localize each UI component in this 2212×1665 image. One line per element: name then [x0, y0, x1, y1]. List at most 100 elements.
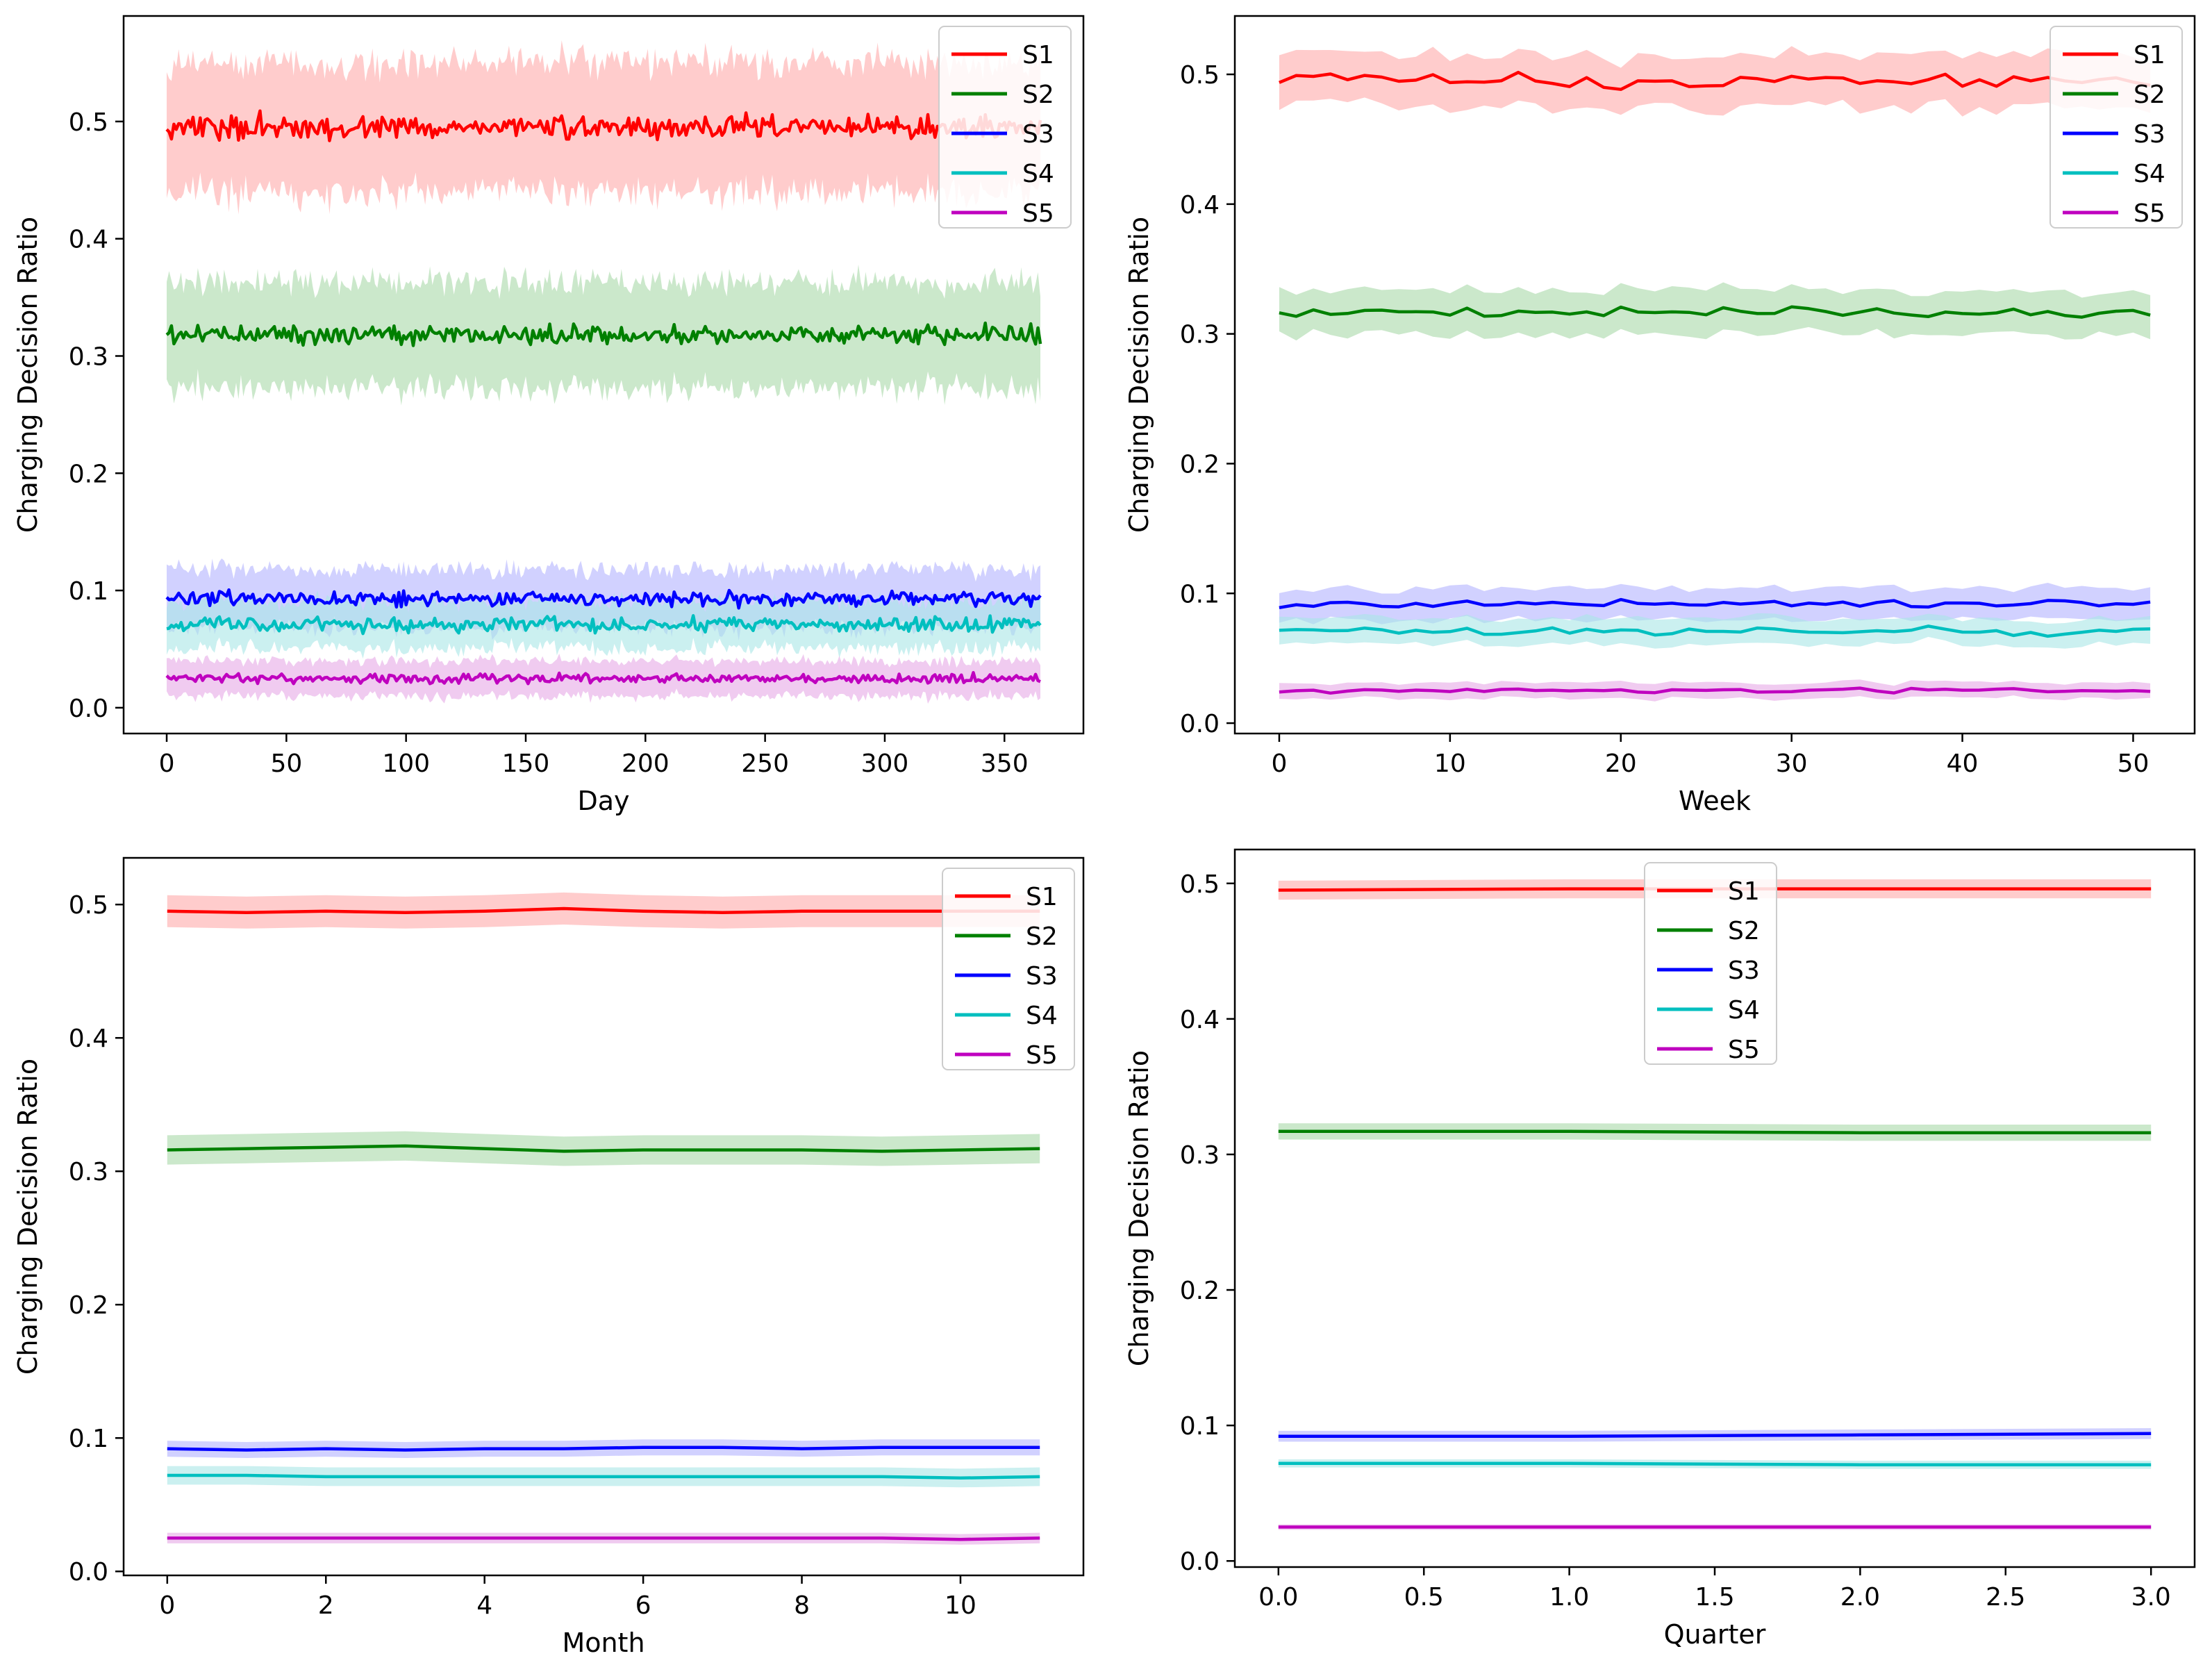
y-tick-label: 0.1 — [69, 1425, 108, 1453]
legend-label-s5: S5 — [1728, 1036, 1760, 1064]
y-tick-label: 0.3 — [69, 342, 108, 371]
legend-label-s5: S5 — [2134, 199, 2165, 228]
x-tick-label: 0 — [159, 749, 175, 778]
x-tick-label: 3.0 — [2131, 1583, 2171, 1612]
weekly-chart-panel: 0 10 20 30 40 50 0.0 0.1 0.2 0.3 0.4 0.5 Week Chargin… — [1124, 15, 2196, 816]
x-tick-label: 30 — [1776, 749, 1808, 778]
y-axis-label: Charging Decision Ratio — [1124, 217, 1154, 533]
y-tick-label: 0.3 — [1180, 1141, 1220, 1170]
series-s4-line — [1279, 624, 2151, 638]
y-axis-label: Charging Decision Ratio — [13, 217, 43, 533]
x-tick-label: 4 — [476, 1591, 492, 1620]
axes-frame — [1233, 15, 2196, 735]
x-tick-label: 150 — [502, 749, 550, 778]
x-axis-label: Quarter — [1664, 1619, 1766, 1650]
quarterly-chart-panel: 0.0 0.5 1.0 1.5 2.0 2.5 3.0 0.0 0.1 0.2 0.3 0.4 0.5 Q… — [1124, 848, 2196, 1650]
series-s1-line — [167, 906, 1040, 914]
legend-label-s4: S4 — [2134, 160, 2165, 188]
x-tick-label: 40 — [1947, 749, 1979, 778]
monthly-chart-panel: 0 2 4 6 8 10 0.0 0.1 0.2 0.3 0.4 0.5 Month Charging D… — [13, 856, 1085, 1658]
x-tick-label: 8 — [794, 1591, 810, 1620]
x-tick-label: 6 — [635, 1591, 651, 1620]
series-s2-line — [1278, 1129, 2152, 1134]
series-s5-line — [1279, 686, 2151, 695]
y-tick-label: 0.0 — [69, 695, 108, 723]
legend-label-s2: S2 — [1026, 922, 1058, 951]
x-axis-label: Week — [1679, 786, 1751, 816]
legend: S1 S2 S3 S4 S5 — [1644, 862, 1777, 1065]
x-tick-label: 200 — [622, 749, 670, 778]
legend-label-s2: S2 — [1728, 917, 1760, 945]
x-tick-label: 0.0 — [1258, 1583, 1298, 1612]
x-tick-label: 1.0 — [1549, 1583, 1589, 1612]
y-tick-label: 0.1 — [69, 577, 108, 606]
x-tick-label: 100 — [382, 749, 430, 778]
series-s2-line — [167, 1144, 1040, 1153]
plot-area — [165, 40, 1042, 704]
series-s3-line — [167, 1446, 1040, 1452]
legend-label-s1: S1 — [1728, 877, 1760, 906]
series-s3-line — [165, 588, 1042, 610]
x-tick-label: 0.5 — [1404, 1583, 1444, 1612]
y-tick-label: 0.1 — [1180, 1412, 1220, 1441]
x-tick-label: 0 — [1271, 749, 1287, 778]
y-tick-label: 0.0 — [1180, 710, 1220, 738]
legend-box — [942, 868, 1075, 1070]
series-s4-line — [1278, 1461, 2152, 1466]
x-tick-label: 20 — [1605, 749, 1637, 778]
legend: S1 S2 S3 S4 S5 — [938, 26, 1072, 229]
legend-box — [938, 26, 1072, 229]
y-tick-label: 0.0 — [69, 1558, 108, 1587]
x-tick-label: 10 — [945, 1591, 976, 1620]
x-axis-label: Day — [577, 786, 629, 816]
x-tick-label: 10 — [1434, 749, 1466, 778]
axes-frame — [122, 856, 1085, 1577]
y-tick-label: 0.2 — [69, 460, 108, 488]
series-s2-band — [167, 1131, 1040, 1166]
series-s4-line — [167, 1473, 1040, 1480]
axes-frame — [122, 15, 1085, 735]
series-s3-line — [1279, 597, 2151, 610]
legend-label-s2: S2 — [1022, 81, 1054, 109]
y-tick-label: 0.2 — [69, 1291, 108, 1320]
legend-label-s1: S1 — [1022, 41, 1054, 69]
x-tick-label: 50 — [2118, 749, 2149, 778]
legend-label-s5: S5 — [1026, 1041, 1058, 1070]
y-tick-label: 0.4 — [1180, 1006, 1220, 1034]
x-tick-label: 300 — [861, 749, 909, 778]
legend-label-s3: S3 — [2134, 120, 2165, 149]
x-tick-label: 50 — [270, 749, 302, 778]
y-tick-label: 0.2 — [1180, 1277, 1220, 1305]
legend: S1 S2 S3 S4 S5 — [942, 868, 1075, 1070]
legend-label-s3: S3 — [1728, 956, 1760, 985]
y-axis-label: Charging Decision Ratio — [13, 1059, 43, 1375]
series-s5-line — [167, 1536, 1040, 1541]
series-s4-line — [166, 614, 1042, 636]
legend-box — [2049, 26, 2183, 229]
x-tick-label: 1.5 — [1695, 1583, 1734, 1612]
x-tick-label: 2 — [318, 1591, 334, 1620]
plot-area — [167, 892, 1040, 1545]
legend-label-s1: S1 — [1026, 883, 1058, 911]
series-s1-line — [165, 109, 1042, 142]
legend-label-s1: S1 — [2134, 41, 2165, 69]
legend-label-s3: S3 — [1022, 120, 1054, 149]
series-s1-band — [1279, 46, 2151, 117]
y-tick-label: 0.5 — [1180, 61, 1220, 90]
series-s5-line — [165, 671, 1041, 686]
series-s2-line — [165, 321, 1042, 347]
y-axis-label: Charging Decision Ratio — [1124, 1050, 1154, 1366]
y-tick-label: 0.5 — [1180, 870, 1220, 899]
x-tick-label: 250 — [741, 749, 789, 778]
x-axis-label: Month — [562, 1627, 645, 1658]
legend-label-s4: S4 — [1728, 996, 1760, 1025]
legend-label-s4: S4 — [1022, 160, 1054, 188]
y-tick-label: 0.4 — [69, 226, 108, 254]
plot-area — [1279, 46, 2151, 702]
series-s2-line — [1279, 305, 2151, 319]
x-tick-label: 0 — [159, 1591, 175, 1620]
x-tick-label: 2.5 — [1986, 1583, 2025, 1612]
y-tick-label: 0.3 — [69, 1158, 108, 1186]
legend: S1 S2 S3 S4 S5 — [2049, 26, 2183, 229]
